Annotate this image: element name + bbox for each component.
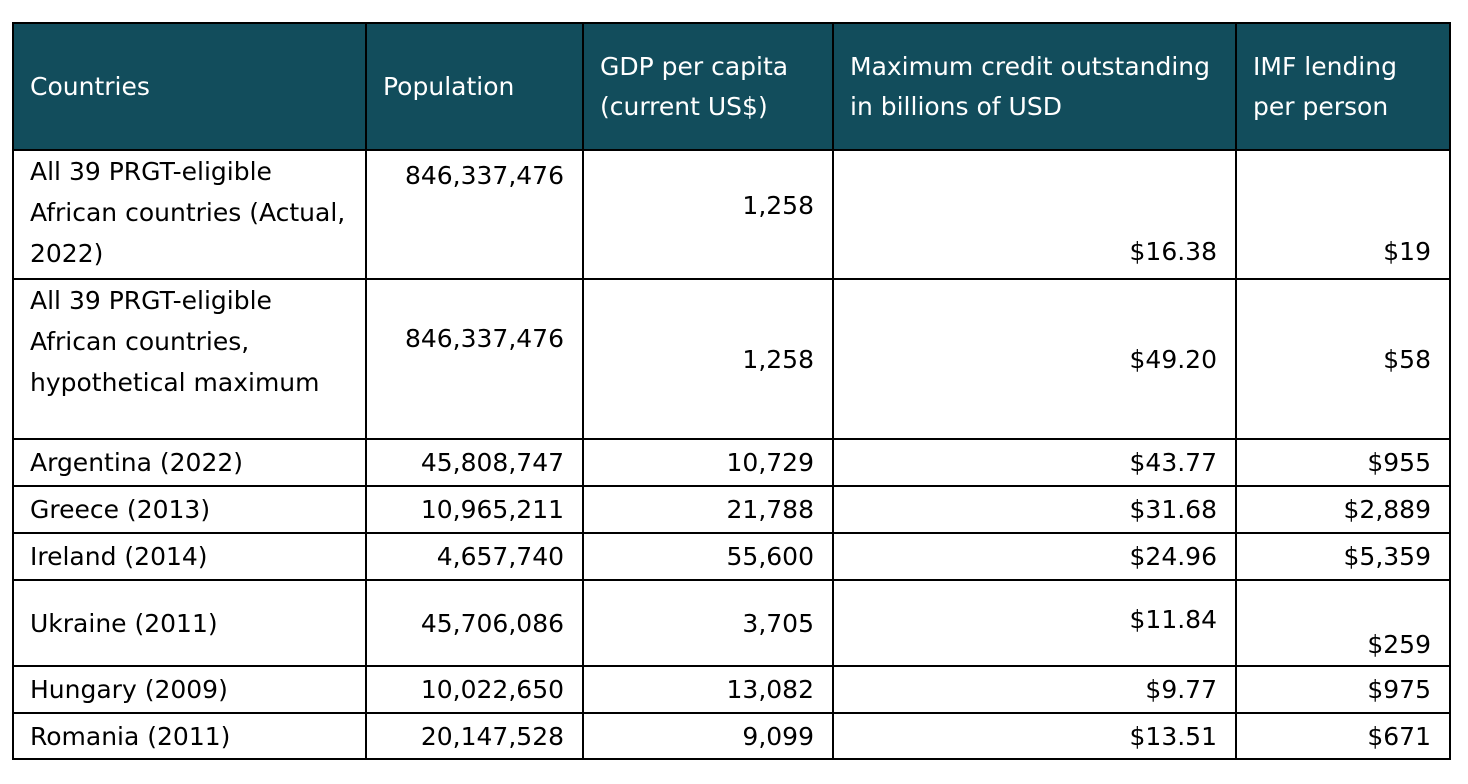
cell-country: Ireland (2014) bbox=[12, 532, 367, 581]
header-row: Countries Population GDP per capita (cur… bbox=[12, 22, 1451, 151]
cell-gdp-per-capita: 21,788 bbox=[582, 485, 834, 534]
cell-country: All 39 PRGT-eligible African countries, … bbox=[12, 278, 367, 440]
table-row: All 39 PRGT-eligible African countries, … bbox=[12, 278, 1451, 440]
cell-lending-per-person: $259 bbox=[1235, 579, 1451, 667]
cell-lending-per-person: $955 bbox=[1235, 438, 1451, 487]
cell-population: 4,657,740 bbox=[365, 532, 584, 581]
cell-max-credit: $13.51 bbox=[832, 712, 1237, 760]
header-countries: Countries bbox=[12, 22, 367, 151]
header-imf-lending-per-person: IMF lending per person bbox=[1235, 22, 1451, 151]
cell-lending-per-person: $58 bbox=[1235, 278, 1451, 440]
table-row: Greece (2013) 10,965,211 21,788 $31.68 $… bbox=[12, 485, 1451, 534]
table-row: Hungary (2009) 10,022,650 13,082 $9.77 $… bbox=[12, 665, 1451, 714]
header-population: Population bbox=[365, 22, 584, 151]
table-header: Countries Population GDP per capita (cur… bbox=[12, 22, 1451, 151]
table-row: Argentina (2022) 45,808,747 10,729 $43.7… bbox=[12, 438, 1451, 487]
cell-gdp-per-capita: 1,258 bbox=[582, 149, 834, 280]
table-row: All 39 PRGT-eligible African countries (… bbox=[12, 149, 1451, 280]
cell-country: Ukraine (2011) bbox=[12, 579, 367, 667]
table-body: All 39 PRGT-eligible African countries (… bbox=[12, 149, 1451, 760]
cell-gdp-per-capita: 1,258 bbox=[582, 278, 834, 440]
table-row: Ukraine (2011) 45,706,086 3,705 $11.84 $… bbox=[12, 579, 1451, 667]
cell-country: Argentina (2022) bbox=[12, 438, 367, 487]
cell-population: 45,706,086 bbox=[365, 579, 584, 667]
cell-max-credit: $11.84 bbox=[832, 579, 1237, 667]
cell-country: Hungary (2009) bbox=[12, 665, 367, 714]
cell-population: 10,965,211 bbox=[365, 485, 584, 534]
cell-gdp-per-capita: 10,729 bbox=[582, 438, 834, 487]
cell-lending-per-person: $2,889 bbox=[1235, 485, 1451, 534]
cell-lending-per-person: $19 bbox=[1235, 149, 1451, 280]
cell-lending-per-person: $671 bbox=[1235, 712, 1451, 760]
cell-population: 846,337,476 bbox=[365, 149, 584, 280]
cell-population: 20,147,528 bbox=[365, 712, 584, 760]
cell-country: All 39 PRGT-eligible African countries (… bbox=[12, 149, 367, 280]
cell-population: 45,808,747 bbox=[365, 438, 584, 487]
cell-max-credit: $31.68 bbox=[832, 485, 1237, 534]
cell-gdp-per-capita: 3,705 bbox=[582, 579, 834, 667]
cell-max-credit: $43.77 bbox=[832, 438, 1237, 487]
cell-population: 10,022,650 bbox=[365, 665, 584, 714]
header-gdp-per-capita: GDP per capita (current US$) bbox=[582, 22, 834, 151]
cell-lending-per-person: $975 bbox=[1235, 665, 1451, 714]
table-row: Ireland (2014) 4,657,740 55,600 $24.96 $… bbox=[12, 532, 1451, 581]
cell-gdp-per-capita: 55,600 bbox=[582, 532, 834, 581]
cell-max-credit: $9.77 bbox=[832, 665, 1237, 714]
cell-population: 846,337,476 bbox=[365, 278, 584, 440]
imf-lending-table: Countries Population GDP per capita (cur… bbox=[12, 22, 1451, 760]
cell-lending-per-person: $5,359 bbox=[1235, 532, 1451, 581]
table-row: Romania (2011) 20,147,528 9,099 $13.51 $… bbox=[12, 712, 1451, 760]
cell-max-credit: $24.96 bbox=[832, 532, 1237, 581]
header-max-credit-outstanding: Maximum credit outstanding in billions o… bbox=[832, 22, 1237, 151]
cell-gdp-per-capita: 13,082 bbox=[582, 665, 834, 714]
cell-max-credit: $16.38 bbox=[832, 149, 1237, 280]
cell-country: Greece (2013) bbox=[12, 485, 367, 534]
cell-country: Romania (2011) bbox=[12, 712, 367, 760]
cell-max-credit: $49.20 bbox=[832, 278, 1237, 440]
cell-gdp-per-capita: 9,099 bbox=[582, 712, 834, 760]
